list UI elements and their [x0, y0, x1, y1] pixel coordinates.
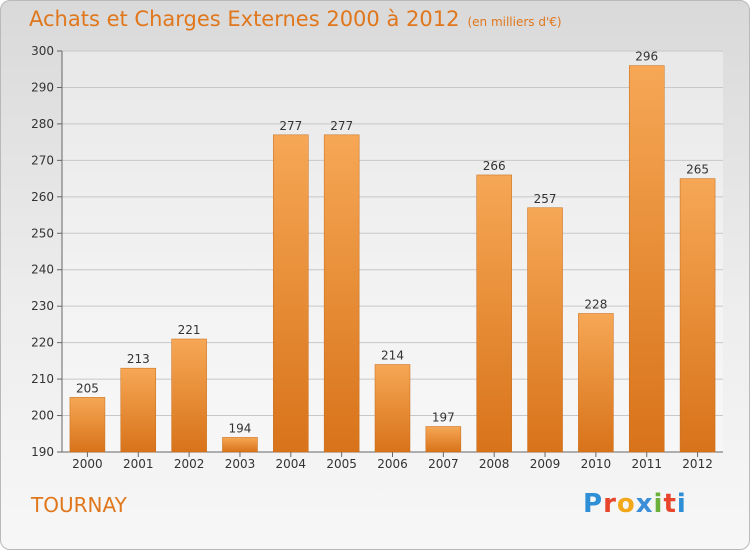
x-tick-label: 2005 [326, 457, 357, 471]
chart-title-text: Achats et Charges Externes 2000 à 2012 [29, 7, 460, 31]
chart-title: Achats et Charges Externes 2000 à 2012 (e… [29, 7, 562, 31]
bar-value-label: 194 [229, 421, 252, 435]
bar-value-label: 197 [432, 410, 455, 424]
bar-2012 [679, 178, 716, 453]
x-tick-label: 2006 [377, 457, 408, 471]
bar-2011 [628, 65, 665, 453]
x-tick-label: 2012 [682, 457, 713, 471]
bar-2007 [425, 426, 462, 453]
y-tick-label: 260 [31, 190, 54, 204]
bar-value-label: 265 [686, 163, 709, 177]
y-tick-label: 250 [31, 226, 54, 240]
y-tick-label: 240 [31, 263, 54, 277]
bar-2002 [171, 338, 207, 453]
x-tick-label: 2010 [581, 457, 612, 471]
x-tick-label: 2002 [174, 457, 205, 471]
y-tick-label: 210 [31, 372, 54, 386]
bar-value-label: 266 [483, 159, 506, 173]
bar-value-label: 214 [381, 349, 404, 363]
y-tick-label: 270 [31, 153, 54, 167]
bar-value-label: 277 [279, 119, 302, 133]
proxiti-logo: Proxiti [583, 489, 687, 519]
x-tick-label: 2009 [530, 457, 561, 471]
chart-subtitle: (en milliers d'€) [467, 15, 562, 29]
bar-2001 [120, 367, 157, 453]
bar-value-label: 228 [584, 297, 607, 311]
bar-2006 [374, 364, 411, 453]
bar-2003 [222, 437, 258, 453]
bar-2008 [476, 174, 512, 453]
bar-value-label: 277 [330, 119, 353, 133]
bar-value-label: 205 [76, 381, 99, 395]
y-tick-label: 290 [31, 80, 54, 94]
x-tick-label: 2001 [123, 457, 154, 471]
bar-2000 [69, 397, 106, 453]
bar-2009 [527, 207, 563, 453]
x-tick-label: 2007 [428, 457, 459, 471]
y-tick-label: 190 [31, 445, 54, 459]
bar-value-label: 296 [635, 50, 658, 64]
bar-2010 [578, 313, 614, 453]
bar-value-label: 213 [127, 352, 150, 366]
y-tick-label: 220 [31, 336, 54, 350]
x-tick-label: 2000 [72, 457, 103, 471]
y-tick-label: 300 [31, 44, 54, 58]
bar-value-label: 221 [178, 323, 201, 337]
city-name: TOURNAY [31, 493, 127, 517]
x-tick-label: 2008 [479, 457, 510, 471]
x-tick-label: 2003 [225, 457, 256, 471]
bar-value-label: 257 [534, 192, 557, 206]
bar-2005 [323, 134, 360, 453]
y-tick-label: 280 [31, 117, 54, 131]
y-tick-label: 200 [31, 409, 54, 423]
bar-2004 [273, 134, 309, 453]
x-tick-label: 2011 [631, 457, 662, 471]
x-tick-label: 2004 [276, 457, 307, 471]
y-tick-label: 230 [31, 299, 54, 313]
